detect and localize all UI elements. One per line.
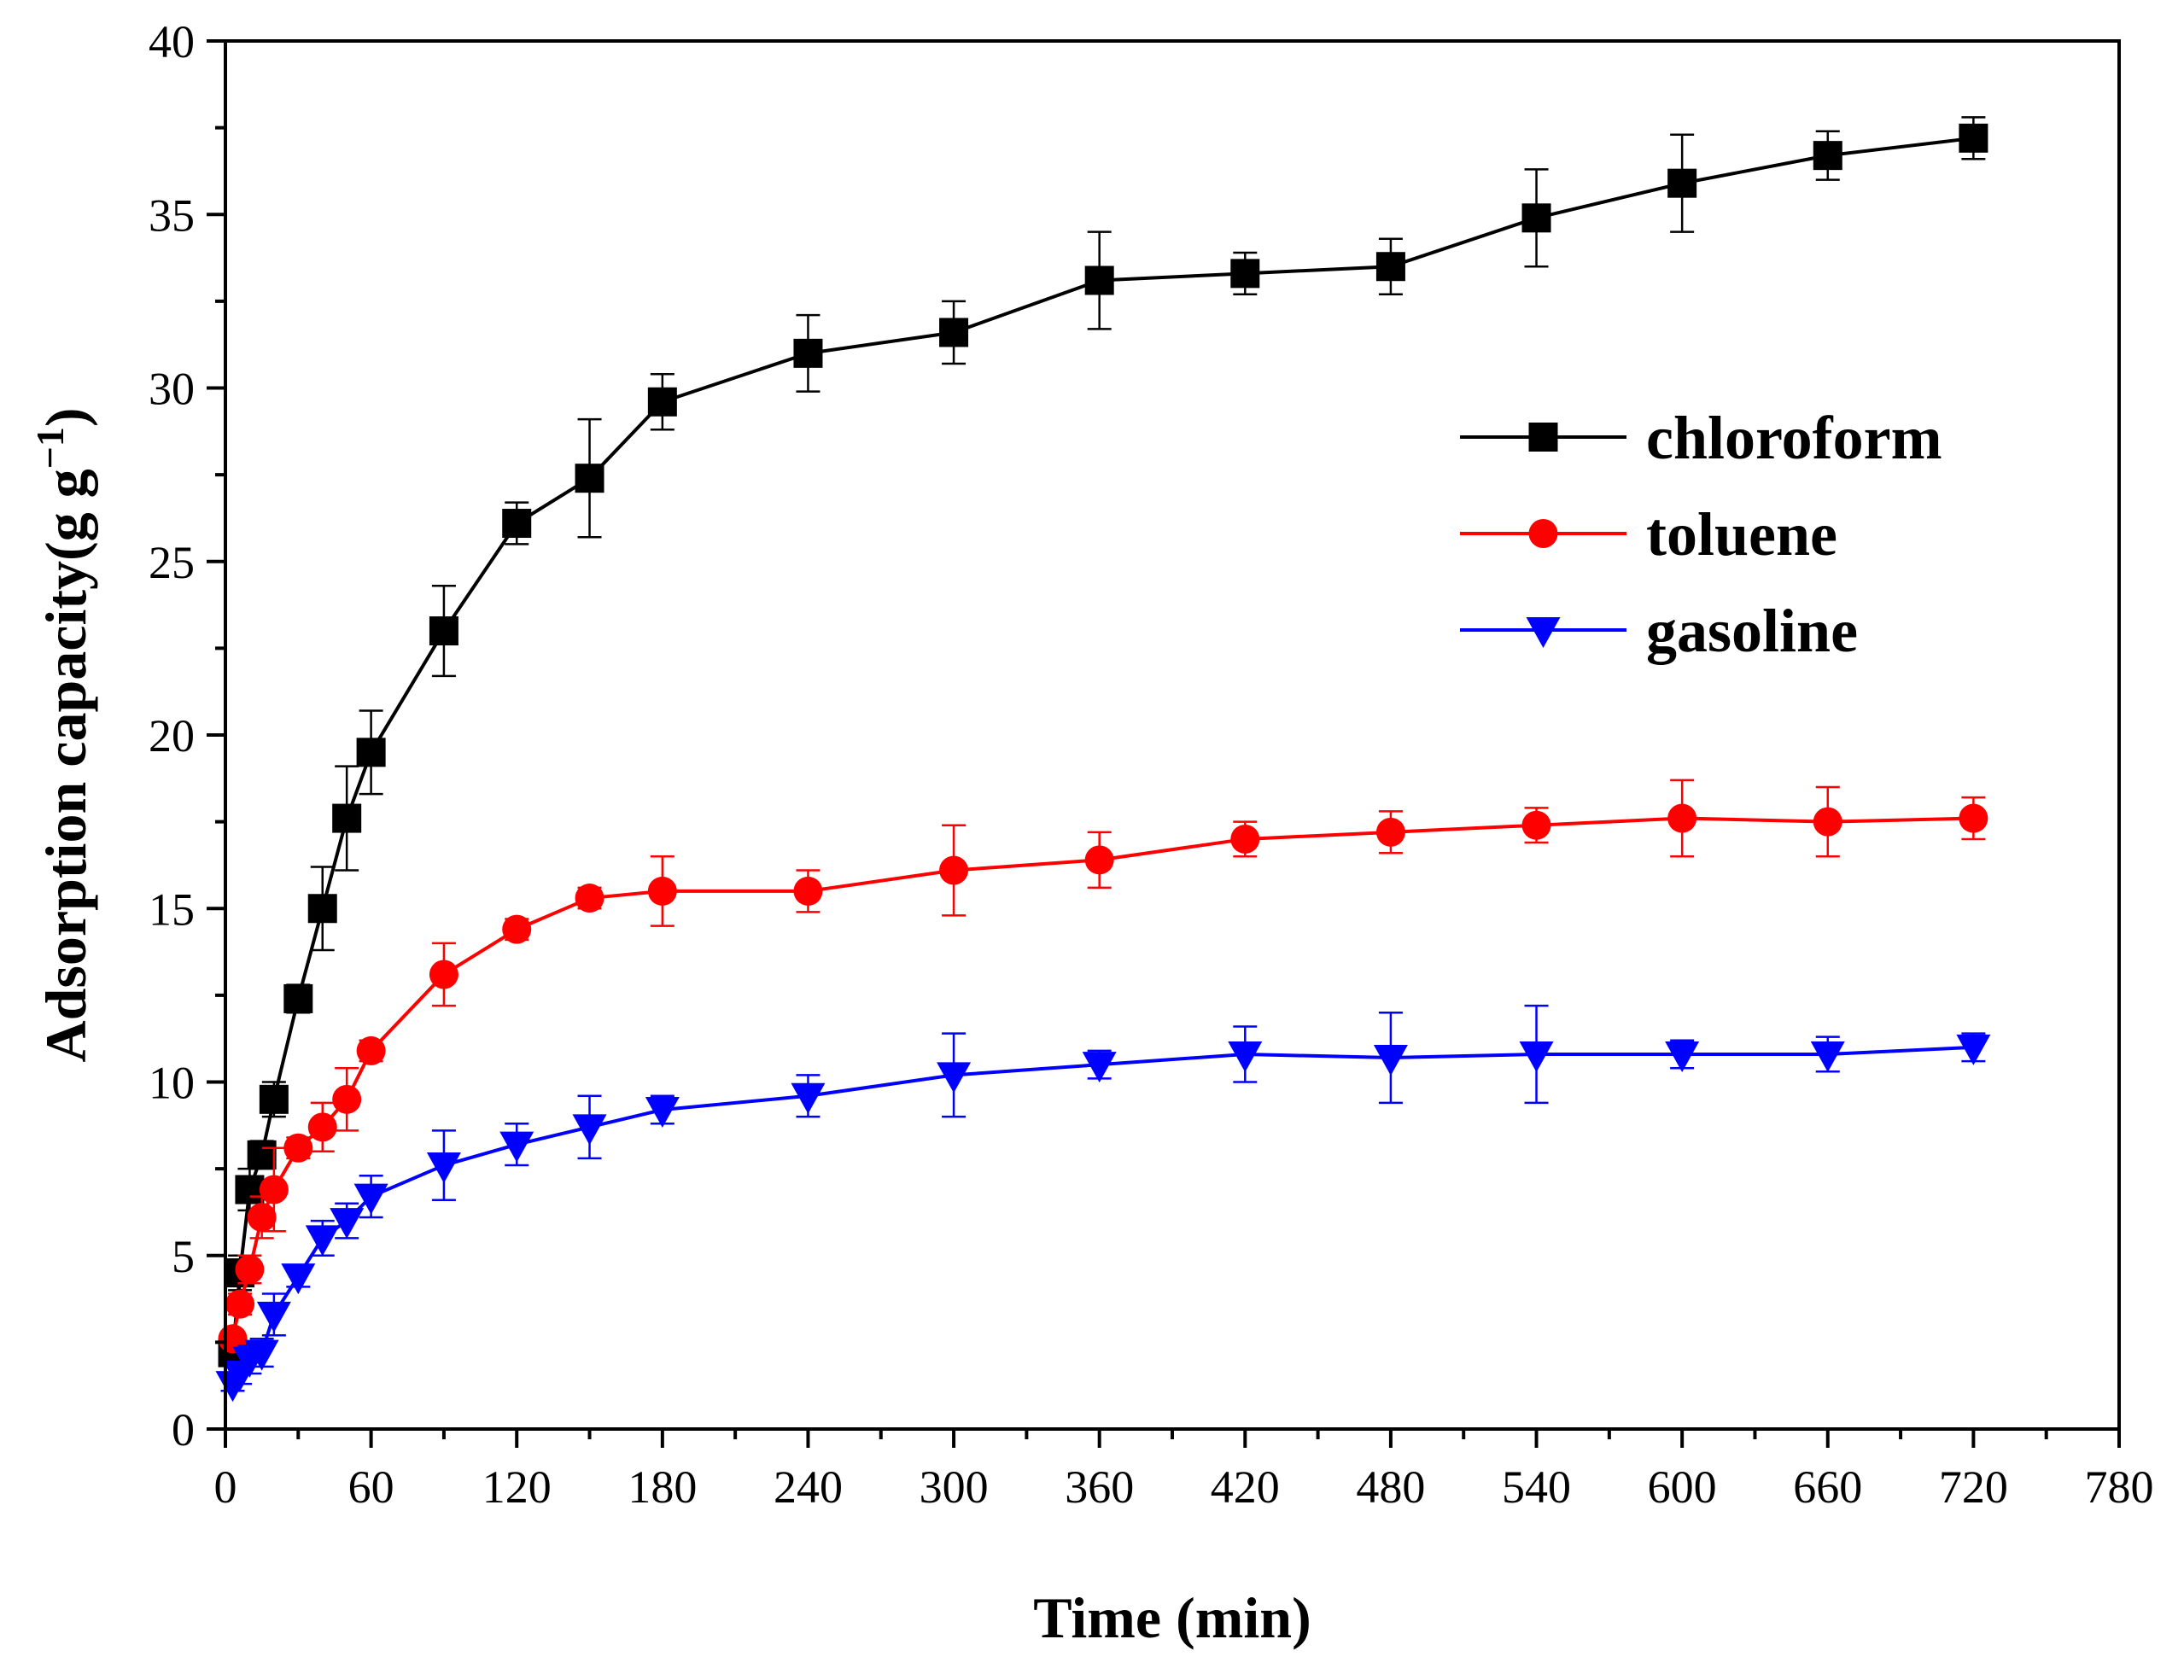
- x-tick-label: 480: [1356, 1461, 1425, 1513]
- y-tick-label: 35: [149, 190, 195, 241]
- toluene-line: [231, 816, 1974, 1339]
- toluene-point: [1375, 817, 1405, 847]
- chloroform-point: [429, 616, 458, 646]
- x-tick-label: 240: [774, 1461, 843, 1513]
- gasoline-point: [791, 1082, 826, 1114]
- gasoline-point: [1082, 1052, 1117, 1083]
- gasoline-line: [231, 1045, 1974, 1385]
- x-tick-label: 780: [2085, 1461, 2154, 1513]
- chloroform-point: [1667, 168, 1697, 198]
- toluene-point: [225, 1289, 255, 1319]
- chloroform-point: [1521, 203, 1551, 233]
- gasoline-point: [645, 1097, 680, 1129]
- chloroform-point: [1230, 259, 1260, 289]
- gasoline-point: [1373, 1045, 1408, 1076]
- legend-label-gasoline: gasoline: [1646, 597, 1858, 665]
- gasoline-point: [1665, 1041, 1700, 1072]
- gasoline-point: [1956, 1034, 1991, 1065]
- chloroform-point: [939, 318, 969, 347]
- gasoline-point: [256, 1301, 291, 1333]
- toluene-point: [502, 914, 532, 944]
- chloroform-point: [502, 509, 532, 539]
- gasoline-point: [1810, 1041, 1845, 1072]
- x-tick-label: 660: [1793, 1461, 1862, 1513]
- legend-marker-toluene: [1528, 519, 1558, 548]
- toluene-point: [307, 1112, 337, 1142]
- chloroform-point: [647, 387, 677, 417]
- toluene-point: [1667, 803, 1697, 833]
- x-tick-label: 60: [348, 1461, 394, 1513]
- gasoline-point: [499, 1131, 534, 1163]
- y-tick-label: 5: [172, 1231, 195, 1282]
- toluene-point: [1084, 845, 1114, 875]
- legend-label-chloroform: chloroform: [1646, 404, 1942, 472]
- legend-marker-gasoline: [1526, 617, 1561, 648]
- legend: chloroform toluene gasoline: [1460, 404, 1942, 665]
- x-tick-label: 540: [1502, 1461, 1571, 1513]
- legend-marker-chloroform: [1528, 423, 1558, 452]
- y-axis-title: Adsorption capacity(g g−1): [28, 408, 98, 1063]
- chloroform-point: [1813, 141, 1842, 171]
- x-tick-label: 720: [1939, 1461, 2008, 1513]
- toluene-point: [332, 1084, 362, 1114]
- gasoline-point: [281, 1263, 316, 1295]
- plot-series-layer: [215, 116, 1991, 1403]
- toluene-point: [575, 884, 604, 913]
- gasoline-point: [937, 1062, 972, 1094]
- y-tick-label: 10: [149, 1058, 195, 1109]
- x-tick-label: 360: [1065, 1461, 1134, 1513]
- toluene-point: [356, 1035, 386, 1065]
- gasoline-point: [305, 1225, 340, 1257]
- x-tick-label: 600: [1648, 1461, 1717, 1513]
- chloroform-point: [247, 1140, 277, 1170]
- y-tick-label: 25: [149, 537, 195, 588]
- chloroform-line: [231, 136, 1974, 1353]
- toluene-point: [259, 1175, 289, 1205]
- y-tick-label: 20: [149, 710, 195, 761]
- chloroform-point: [1084, 265, 1114, 295]
- toluene-point: [793, 876, 823, 906]
- gasoline-point: [1519, 1041, 1554, 1072]
- legend-label-toluene: toluene: [1646, 500, 1837, 569]
- chloroform-point: [332, 803, 362, 833]
- chloroform-point: [307, 894, 337, 924]
- toluene-point: [247, 1203, 277, 1233]
- gasoline-point: [330, 1208, 365, 1240]
- y-tick-label: 15: [149, 884, 195, 935]
- toluene-point: [939, 855, 969, 885]
- toluene-point: [283, 1133, 313, 1163]
- chloroform-point: [356, 738, 386, 767]
- gasoline-point: [426, 1152, 461, 1184]
- toluene-point: [1959, 803, 1988, 833]
- toluene-point: [647, 876, 677, 906]
- x-axis-title: Time (min): [1033, 1585, 1311, 1650]
- gasoline-point: [244, 1339, 279, 1371]
- toluene-point: [429, 960, 458, 989]
- chloroform-point: [1375, 252, 1405, 282]
- axis-ticks-layer: 0 60 120 180 240 300 360 420 480 540 600 660 720 7800…: [149, 16, 2154, 1513]
- y-tick-label: 30: [149, 364, 195, 415]
- toluene-point: [1521, 810, 1551, 840]
- toluene-point: [235, 1255, 265, 1285]
- x-tick-label: 300: [920, 1461, 989, 1513]
- x-tick-label: 120: [482, 1461, 552, 1513]
- gasoline-point: [1228, 1041, 1263, 1072]
- gasoline-point: [572, 1114, 607, 1146]
- chloroform-point: [1959, 123, 1988, 153]
- gasoline-point: [353, 1183, 388, 1215]
- x-tick-label: 0: [214, 1461, 237, 1513]
- x-tick-label: 180: [628, 1461, 697, 1513]
- chloroform-point: [575, 464, 604, 493]
- toluene-point: [1813, 807, 1842, 837]
- chloroform-point: [235, 1175, 265, 1205]
- y-tick-label: 40: [149, 16, 195, 67]
- y-tick-label: 0: [172, 1404, 195, 1455]
- chloroform-point: [259, 1084, 289, 1114]
- toluene-point: [1230, 824, 1260, 854]
- chloroform-point: [793, 338, 823, 368]
- chloroform-point: [283, 983, 313, 1013]
- x-tick-label: 420: [1211, 1461, 1280, 1513]
